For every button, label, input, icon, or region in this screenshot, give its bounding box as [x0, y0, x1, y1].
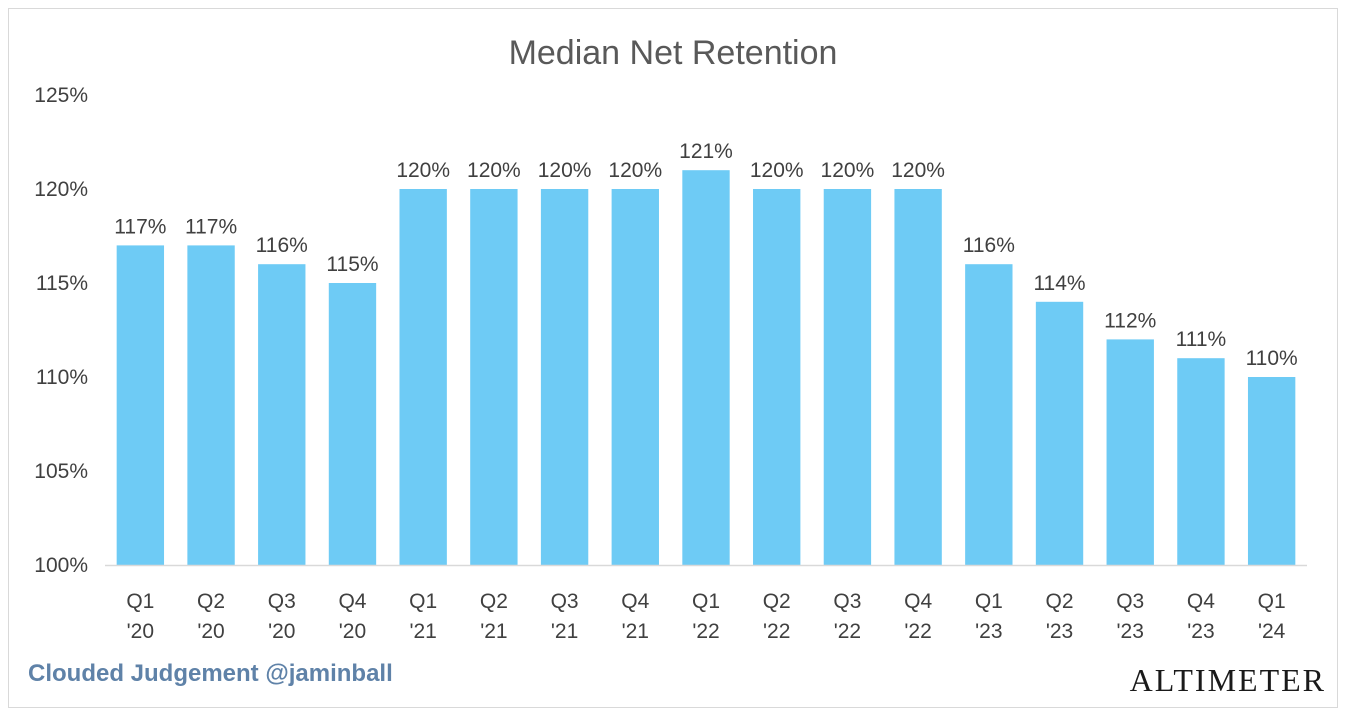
- x-tick-label-quarter: Q2: [197, 590, 225, 613]
- x-tick-label-year: '20: [197, 620, 224, 643]
- bar: [399, 189, 447, 565]
- x-tick-label-quarter: Q1: [975, 590, 1003, 613]
- bar-data-label: 120%: [821, 159, 875, 182]
- bar: [470, 189, 518, 565]
- chart-title: Median Net Retention: [508, 34, 838, 72]
- bar: [1035, 301, 1084, 565]
- x-tick-label-year: '21: [480, 620, 507, 643]
- x-tick-label-year: '20: [127, 620, 154, 643]
- x-tick-label-year: '23: [1046, 620, 1073, 643]
- x-tick-label-year: '22: [763, 620, 790, 643]
- x-tick-label-year: '20: [268, 620, 295, 643]
- x-tick-label-quarter: Q3: [551, 590, 579, 613]
- bar-data-label: 112%: [1104, 309, 1156, 332]
- x-tick-label-quarter: Q4: [1187, 590, 1215, 613]
- bar: [682, 170, 730, 565]
- y-tick-label: 125%: [34, 84, 88, 107]
- x-tick-label-quarter: Q2: [1046, 590, 1074, 613]
- y-tick-label: 120%: [34, 178, 88, 201]
- x-tick-label-year: '22: [834, 620, 861, 643]
- bar-data-label: 120%: [538, 159, 592, 182]
- bar: [1177, 358, 1225, 565]
- x-tick-label-year: '22: [692, 620, 719, 643]
- bar-data-label: 121%: [679, 140, 733, 163]
- bar-data-label: 120%: [396, 159, 450, 182]
- x-tick-label-quarter: Q1: [692, 590, 720, 613]
- x-tick-label-quarter: Q4: [621, 590, 649, 613]
- bar: [1247, 377, 1296, 565]
- bar-data-label: 117%: [114, 215, 166, 238]
- x-tick-label-quarter: Q2: [480, 590, 508, 613]
- x-tick-label-year: '23: [1187, 620, 1214, 643]
- x-axis: Q1 '20 Q2 '20 Q3 '20 Q4 '20 Q1 '21 Q2 '21 Q3 '21 Q4 '21…: [105, 564, 1307, 643]
- bar: [965, 264, 1013, 565]
- bar-data-label: 120%: [467, 159, 521, 182]
- x-tick-label-quarter: Q3: [268, 590, 296, 613]
- bar-data-label: 116%: [256, 234, 308, 257]
- bar-data-label: 115%: [326, 253, 378, 276]
- x-tick-label-year: '23: [1117, 620, 1144, 643]
- bar: [894, 189, 942, 565]
- bar-data-label: 120%: [608, 159, 662, 182]
- bar: [540, 189, 589, 565]
- bar: [328, 283, 377, 565]
- x-tick-label-quarter: Q1: [409, 590, 437, 613]
- bar-data-label: 114%: [1033, 272, 1085, 295]
- altimeter-logo: ALTIMETER: [1129, 662, 1326, 698]
- x-tick-label-year: '21: [409, 620, 436, 643]
- bars-group: 117% 117% 116% 115% 120% 120% 120% 120% 121% 120%…: [114, 140, 1298, 565]
- x-tick-label-quarter: Q3: [833, 590, 861, 613]
- x-tick-label-quarter: Q2: [763, 590, 791, 613]
- bar-data-label: 111%: [1176, 328, 1227, 351]
- bar: [753, 189, 801, 565]
- x-tick-label-year: '22: [904, 620, 931, 643]
- y-tick-label: 115%: [36, 272, 88, 295]
- bar-data-label: 116%: [963, 234, 1015, 257]
- bar: [823, 189, 872, 565]
- bar-data-label: 117%: [185, 215, 237, 238]
- x-tick-label-year: '24: [1258, 620, 1286, 643]
- bar: [116, 245, 165, 565]
- x-tick-label-quarter: Q4: [338, 590, 366, 613]
- x-tick-label-quarter: Q4: [904, 590, 932, 613]
- x-tick-label-quarter: Q1: [126, 590, 154, 613]
- footer-attribution: Clouded Judgement @jaminball: [28, 660, 393, 687]
- bar: [258, 264, 306, 565]
- x-tick-label-year: '23: [975, 620, 1002, 643]
- x-tick-label-quarter: Q1: [1258, 590, 1286, 613]
- bar: [187, 245, 235, 565]
- bar: [611, 189, 659, 565]
- bar: [1106, 339, 1154, 565]
- x-tick-label-year: '21: [551, 620, 578, 643]
- y-tick-label: 105%: [34, 460, 88, 483]
- x-tick-label-quarter: Q3: [1116, 590, 1144, 613]
- x-tick-label-year: '21: [622, 620, 649, 643]
- y-axis: 100% 105% 110% 115% 120% 125%: [34, 84, 88, 577]
- bar-data-label: 110%: [1246, 347, 1298, 370]
- x-tick-label-year: '20: [339, 620, 366, 643]
- bar-data-label: 120%: [750, 159, 804, 182]
- bar-data-label: 120%: [891, 159, 945, 182]
- y-tick-label: 100%: [34, 554, 88, 577]
- y-tick-label: 110%: [36, 366, 88, 389]
